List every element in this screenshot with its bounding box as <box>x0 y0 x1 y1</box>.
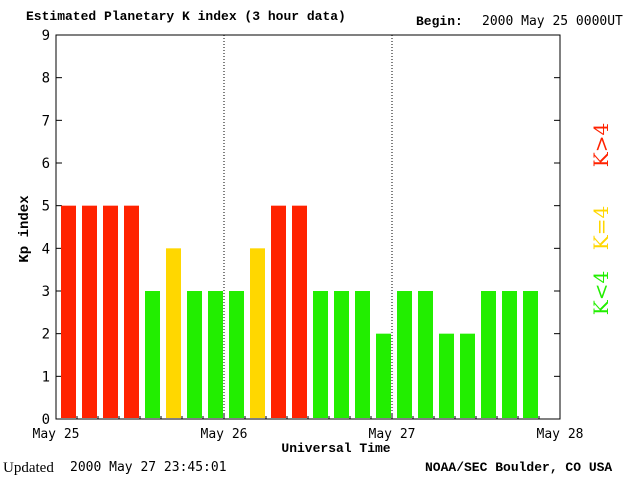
kp-bar <box>313 291 328 418</box>
x-tick-label: May 25 <box>33 427 80 442</box>
y-tick-label: 0 <box>42 412 50 428</box>
kp-bar <box>208 291 223 418</box>
kp-bar <box>523 291 538 418</box>
y-tick-label: 1 <box>42 369 50 385</box>
kp-bar <box>292 205 307 418</box>
x-tick-label: May 26 <box>201 427 248 442</box>
kp-bar <box>124 205 139 418</box>
kp-bar <box>355 291 370 418</box>
kp-bar <box>61 205 76 418</box>
kp-bar <box>250 248 265 418</box>
y-tick-label: 5 <box>42 199 50 215</box>
updated-value: 2000 May 27 23:45:01 <box>70 460 227 475</box>
kp-bar <box>502 291 517 418</box>
y-tick-label: 7 <box>42 113 50 129</box>
kp-bar <box>166 248 181 418</box>
chart-title: Estimated Planetary K index (3 hour data… <box>26 9 346 24</box>
kp-bar <box>481 291 496 418</box>
kp-bar <box>460 333 475 418</box>
kp-bar <box>229 291 244 418</box>
kp-bar <box>103 205 118 418</box>
legend-k-equal-4: K=4 <box>589 206 613 250</box>
kp-bar <box>334 291 349 418</box>
y-tick-label: 3 <box>42 284 50 300</box>
begin-label: Begin: <box>416 14 463 29</box>
x-tick-label: May 27 <box>369 427 416 442</box>
credit-label: NOAA/SEC Boulder, CO USA <box>425 460 613 475</box>
kp-bar <box>439 333 454 418</box>
kp-bar <box>271 205 286 418</box>
y-tick-label: 6 <box>42 156 50 172</box>
kp-bar <box>418 291 433 418</box>
x-tick-label: May 28 <box>537 427 584 442</box>
kp-bar <box>397 291 412 418</box>
y-tick-label: 2 <box>42 327 50 343</box>
kp-bar <box>187 291 202 418</box>
kp-bar <box>82 205 97 418</box>
begin-value: 2000 May 25 0000UT <box>482 14 623 29</box>
kp-bar <box>376 333 391 418</box>
y-axis-label: Kp index <box>17 195 33 263</box>
y-tick-label: 9 <box>42 28 50 44</box>
legend-k-above-4: K>4 <box>589 123 613 167</box>
x-axis-label: Universal Time <box>281 441 390 456</box>
y-tick-label: 8 <box>42 71 50 87</box>
kp-bar <box>145 291 160 418</box>
y-tick-label: 4 <box>42 241 50 257</box>
updated-label: Updated <box>3 460 54 476</box>
legend-k-below-4: K<4 <box>589 271 613 315</box>
